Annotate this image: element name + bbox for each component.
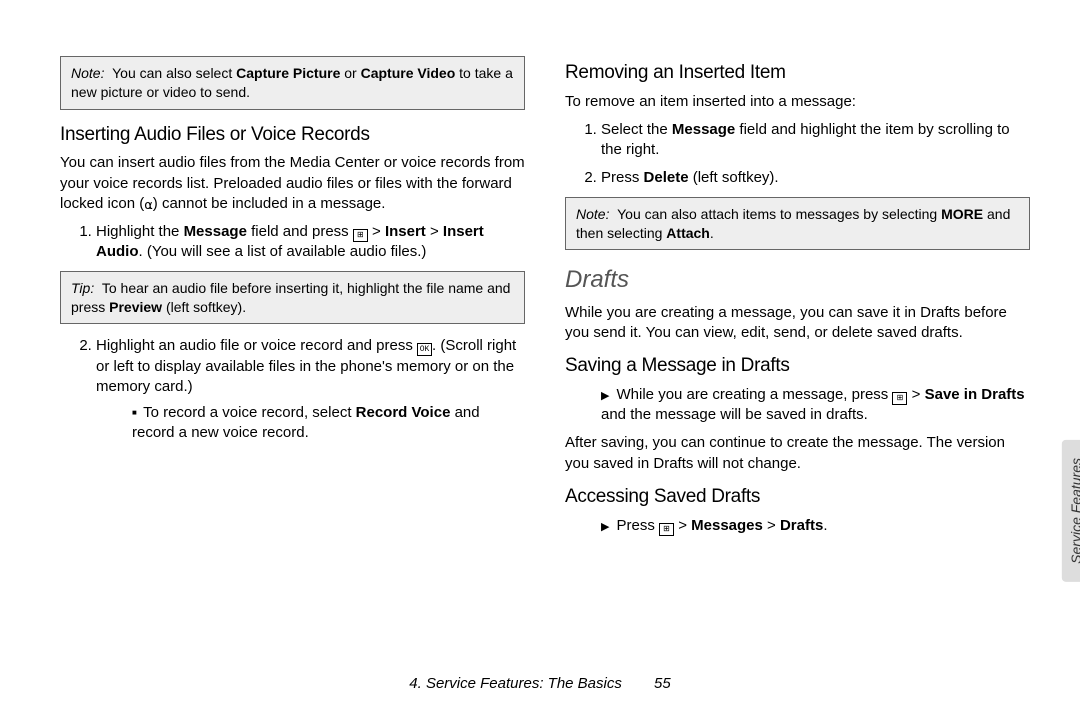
forward-lock-icon: ⍺	[144, 196, 153, 214]
tip-label: Tip:	[71, 280, 98, 296]
note-box-capture: Note: You can also select Capture Pictur…	[60, 56, 525, 110]
paragraph-remove: To remove an item inserted into a messag…	[565, 92, 1030, 112]
note-label-2: Note:	[576, 206, 613, 222]
paragraph-insert-audio: You can insert audio files from the Medi…	[60, 153, 525, 214]
page-footer: 4. Service Features: The Basics 55	[0, 675, 1080, 692]
menu-key-icon: ⊞	[892, 392, 907, 405]
side-tab-service-features: Service Features	[1062, 440, 1080, 582]
left-column: Note: You can also select Capture Pictur…	[60, 50, 525, 544]
step-1: Highlight the Message field and press ⊞ …	[96, 222, 525, 263]
menu-key-icon: ⊞	[353, 229, 368, 242]
arrow-list-save: While you are creating a message, press …	[565, 385, 1030, 426]
footer-chapter: 4. Service Features: The Basics	[409, 675, 622, 692]
ok-key-icon: OK	[417, 343, 432, 356]
paragraph-drafts: While you are creating a message, you ca…	[565, 303, 1030, 344]
steps-insert-audio-cont: Highlight an audio file or voice record …	[60, 336, 525, 443]
tip-box-preview: Tip: To hear an audio file before insert…	[60, 271, 525, 325]
steps-remove: Select the Message field and highlight t…	[565, 120, 1030, 189]
remove-step-1: Select the Message field and highlight t…	[601, 120, 1030, 161]
heading-access-drafts: Accessing Saved Drafts	[565, 484, 1030, 510]
note-label: Note:	[71, 65, 108, 81]
arrow-save-item: While you are creating a message, press …	[601, 385, 1030, 426]
substep-record: To record a voice record, select Record …	[132, 403, 525, 444]
footer-page-number: 55	[654, 675, 671, 692]
note-text-2: You can also attach items to messages by…	[576, 206, 1010, 241]
right-column: Removing an Inserted Item To remove an i…	[565, 50, 1030, 544]
step-2: Highlight an audio file or voice record …	[96, 336, 525, 443]
page-content: Note: You can also select Capture Pictur…	[0, 0, 1080, 564]
paragraph-after-save: After saving, you can continue to create…	[565, 433, 1030, 474]
heading-drafts: Drafts	[565, 264, 1030, 296]
note-text: You can also select Capture Picture or C…	[71, 65, 513, 100]
tip-text: To hear an audio file before inserting i…	[71, 280, 510, 315]
arrow-list-access: Press ⊞ > Messages > Drafts.	[565, 516, 1030, 536]
heading-removing-item: Removing an Inserted Item	[565, 60, 1030, 86]
steps-insert-audio: Highlight the Message field and press ⊞ …	[60, 222, 525, 263]
menu-key-icon: ⊞	[659, 523, 674, 536]
arrow-access-item: Press ⊞ > Messages > Drafts.	[601, 516, 1030, 536]
note-box-attach: Note: You can also attach items to messa…	[565, 197, 1030, 251]
remove-step-2: Press Delete (left softkey).	[601, 168, 1030, 188]
heading-inserting-audio: Inserting Audio Files or Voice Records	[60, 122, 525, 148]
heading-saving-drafts: Saving a Message in Drafts	[565, 353, 1030, 379]
substeps: To record a voice record, select Record …	[96, 403, 525, 444]
